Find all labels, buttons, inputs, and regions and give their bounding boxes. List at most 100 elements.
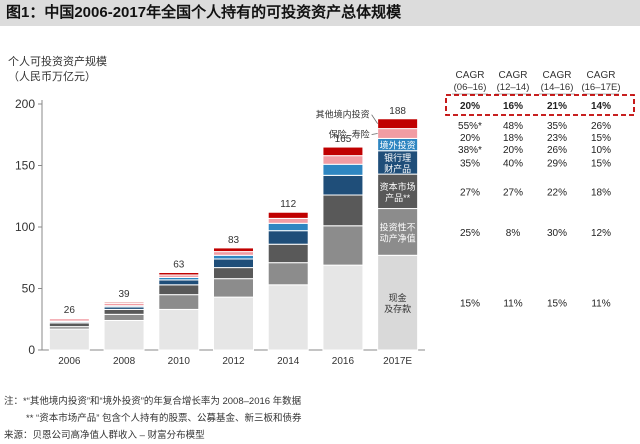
- bar-segment-cash-2012: [213, 296, 254, 351]
- bar-total-label: 83: [228, 235, 240, 246]
- bar-total-label: 188: [389, 106, 406, 117]
- bar-segment-overseas-2014: [267, 222, 309, 232]
- cagr-value-overseas: 10%: [591, 145, 611, 156]
- cagr-value-total: 20%: [460, 101, 480, 112]
- footnote-2: ** “资本市场产品” 包含个人持有的股票、公募基金、新三板和债券: [26, 413, 302, 424]
- bar-total-label: 63: [173, 260, 185, 271]
- y-axis-unit: （人民币万亿元）: [8, 71, 96, 83]
- bar-segment-bank-2010: [158, 279, 200, 286]
- cagr-value-cash: 11%: [591, 299, 610, 310]
- footnote-1: 注：*“其他境内投资”和“境外投资”的年复合增长率为 2008–2016 年数据: [4, 396, 302, 407]
- bar-segment-other-2010: [158, 272, 200, 276]
- cagr-value-cash: 15%: [460, 299, 480, 310]
- cagr-header: CAGR: [543, 70, 572, 81]
- bar-segment-capital-2016: [322, 194, 364, 227]
- annotation-other: 其他境内投资: [316, 109, 370, 120]
- annotation-overseas: 境外投资: [380, 140, 416, 151]
- bar-segment-insurance-2012: [213, 251, 254, 256]
- annotation-insurance: 保险–寿险: [329, 129, 370, 140]
- annotation-realestate: 投资性不: [380, 221, 416, 232]
- y-tick-label: 150: [15, 159, 35, 173]
- cagr-value-realestate: 12%: [591, 228, 611, 239]
- x-tick-label: 2016: [332, 356, 355, 367]
- cagr-value-bank: 40%: [503, 158, 523, 169]
- cagr-value-other: 55%*: [458, 121, 482, 132]
- x-tick-label: 2012: [222, 356, 245, 367]
- cagr-header: CAGR: [587, 70, 616, 81]
- bar-segment-bank-2012: [213, 258, 254, 269]
- cagr-value-other: 48%: [503, 121, 523, 132]
- cagr-value-total: 14%: [591, 101, 611, 112]
- bar-segment-realestate-2016: [322, 225, 364, 266]
- bar-segment-insurance-2014: [267, 217, 309, 224]
- bar-segment-realestate-2008: [103, 313, 145, 321]
- source-note: 来源：贝恩公司高净值人群收入 – 财富分布模型: [4, 430, 205, 441]
- bar-segment-bank-2016: [322, 174, 364, 196]
- cagr-value-other: 26%: [591, 121, 611, 132]
- cagr-header-period: (12–14): [497, 82, 530, 93]
- cagr-value-capital: 22%: [547, 187, 567, 198]
- cagr-value-bank: 29%: [547, 158, 567, 169]
- cagr-value-overseas: 38%*: [458, 145, 482, 156]
- bar-segment-other-2016: [322, 146, 364, 157]
- cagr-value-total: 16%: [503, 101, 523, 112]
- cagr-value-cash: 11%: [503, 299, 522, 310]
- bar-segment-capital-2017E: [377, 173, 419, 210]
- annotation-cash: 现金: [389, 292, 407, 303]
- cagr-value-capital: 27%: [460, 187, 480, 198]
- cagr-value-total: 21%: [547, 101, 567, 112]
- cagr-value-bank: 35%: [460, 158, 480, 169]
- leader-line-insurance: [371, 133, 378, 135]
- annotation-bank: 银行理: [384, 152, 411, 163]
- bar-segment-capital-2008: [103, 308, 145, 315]
- cagr-value-overseas: 26%: [547, 145, 567, 156]
- annotation-cash: 及存款: [384, 303, 411, 314]
- bar-segment-cash-2016: [322, 264, 364, 351]
- cagr-header-period: (16–17E): [581, 82, 620, 93]
- bar-segment-bank-2014: [267, 230, 309, 245]
- bar-segment-realestate-2014: [267, 262, 309, 286]
- bar-total-label: 165: [335, 134, 352, 145]
- bar-segment-realestate-2017E: [377, 208, 419, 256]
- bar-segment-other-2006: [48, 317, 90, 320]
- cagr-value-insurance: 23%: [547, 133, 567, 144]
- bar-total-label: 39: [119, 289, 131, 300]
- bar-segment-realestate-2010: [158, 294, 200, 310]
- y-tick-label: 0: [28, 343, 35, 357]
- bar-segment-capital-2014: [267, 243, 309, 264]
- bar-segment-other-2012: [213, 247, 254, 253]
- bar-segment-cash-2014: [267, 284, 309, 351]
- y-tick-label: 100: [15, 220, 35, 234]
- page-title: 图1：中国2006-2017年全国个人持有的可投资资产总体规模: [0, 0, 640, 26]
- bar-segment-overseas-2012: [213, 254, 254, 260]
- x-tick-label: 2006: [58, 356, 81, 367]
- x-tick-label: 2008: [113, 356, 136, 367]
- cagr-value-capital: 18%: [591, 187, 611, 198]
- annotation-bank: 财产品: [384, 163, 411, 174]
- bar-segment-cash-2017E: [377, 254, 419, 351]
- bar-segment-other-2017E: [377, 118, 419, 130]
- cagr-value-insurance: 20%: [460, 133, 480, 144]
- bar-segment-capital-2006: [48, 322, 90, 328]
- leader-line-other: [371, 114, 378, 124]
- bar-segment-capital-2012: [213, 267, 254, 280]
- cagr-value-realestate: 8%: [506, 228, 521, 239]
- cagr-value-other: 35%: [547, 121, 567, 132]
- bar-total-label: 112: [280, 199, 296, 210]
- cagr-header-period: (14–16): [541, 82, 574, 93]
- cagr-value-realestate: 25%: [460, 228, 480, 239]
- cagr-value-realestate: 30%: [547, 228, 567, 239]
- cagr-header-period: (06–16): [454, 82, 487, 93]
- cagr-value-insurance: 15%: [591, 133, 611, 144]
- bar-segment-insurance-2016: [322, 155, 364, 165]
- bar-segment-realestate-2012: [213, 278, 254, 298]
- y-axis-label: 个人可投资资产规模: [8, 56, 107, 68]
- cagr-header: CAGR: [456, 70, 485, 81]
- x-tick-label: 2017E: [383, 356, 412, 367]
- x-tick-label: 2014: [277, 356, 300, 367]
- bar-segment-other-2014: [267, 211, 309, 219]
- y-tick-label: 50: [22, 282, 36, 296]
- annotation-capital: 产品**: [385, 192, 411, 203]
- bar-segment-overseas-2016: [322, 163, 364, 176]
